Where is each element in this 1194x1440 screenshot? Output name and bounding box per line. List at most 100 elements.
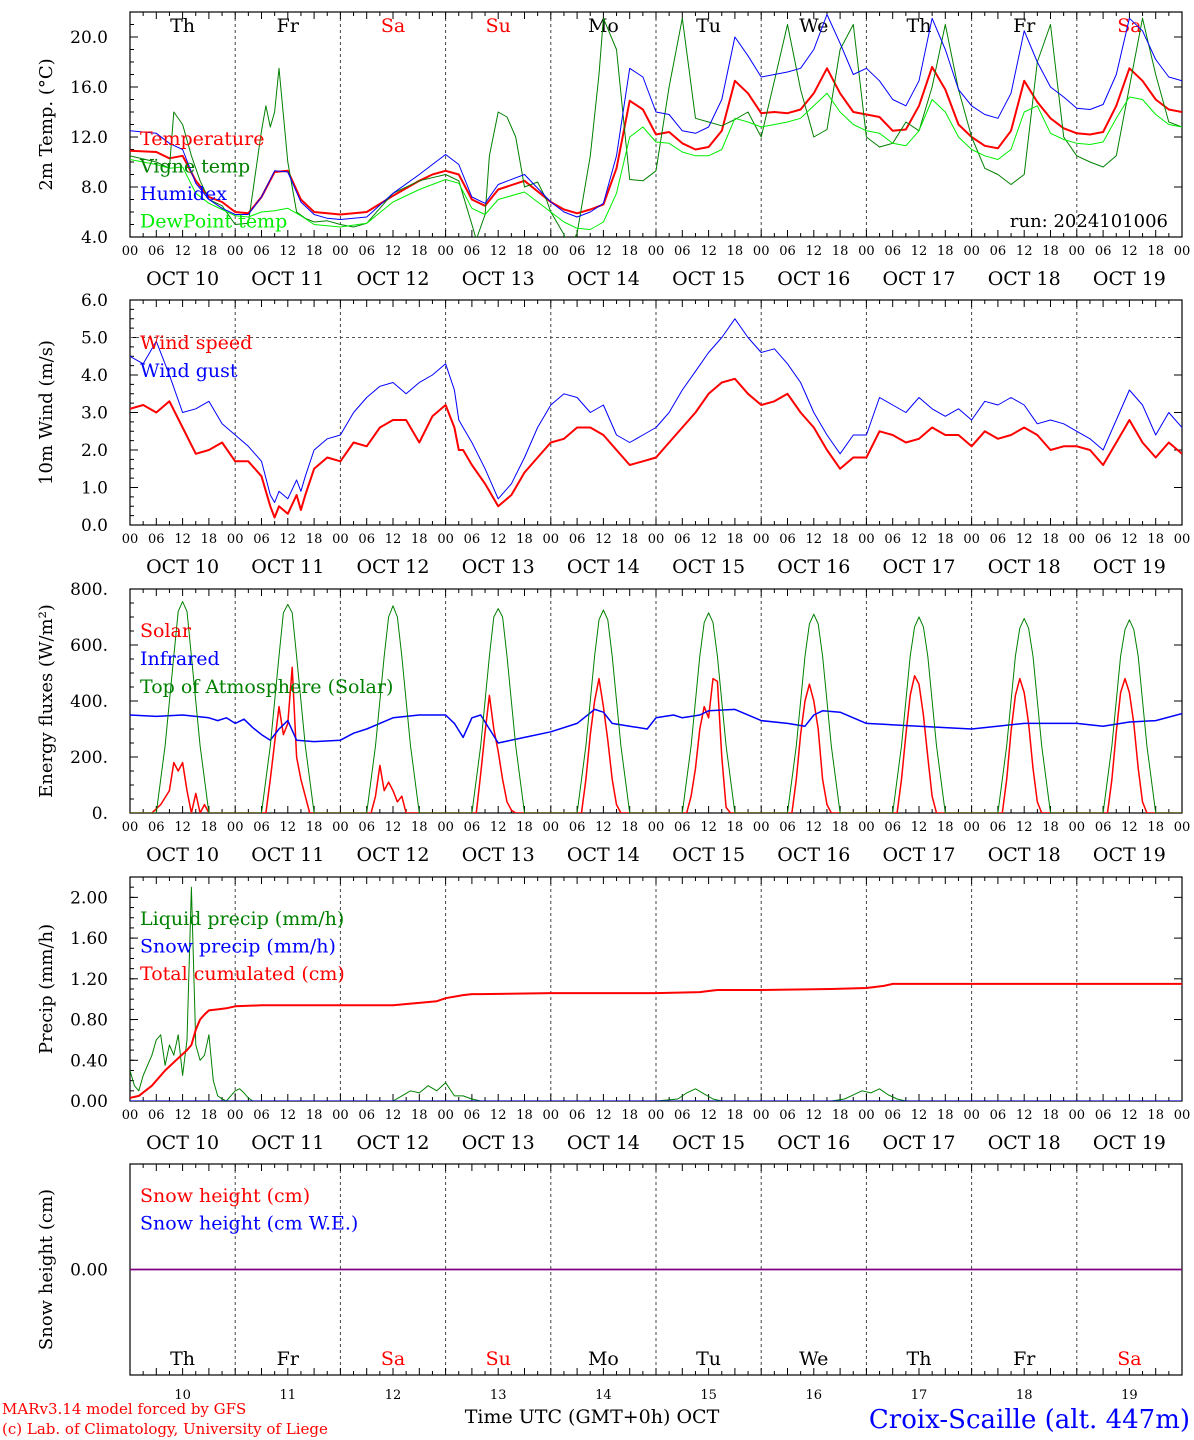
hour-tick-label: 18	[516, 532, 533, 547]
date-label: OCT 18	[988, 1132, 1061, 1154]
date-label: OCT 17	[882, 844, 955, 866]
plot-frame	[129, 588, 1183, 814]
date-label: OCT 14	[567, 268, 640, 290]
hour-tick-label: 00	[1174, 244, 1191, 259]
hour-tick-label: 00	[858, 532, 875, 547]
date-label: OCT 13	[462, 556, 535, 578]
hour-tick-label: 06	[884, 820, 901, 835]
station-name: Croix-Scaille (alt. 447m)	[869, 1405, 1190, 1435]
hour-tick-label: 06	[990, 244, 1007, 259]
hour-tick-label: 06	[148, 244, 165, 259]
date-label: OCT 11	[251, 844, 324, 866]
hour-tick-label: 00	[227, 820, 244, 835]
date-label: OCT 14	[567, 1132, 640, 1154]
hour-tick-label: 06	[253, 1108, 270, 1123]
date-label: OCT 10	[146, 1132, 219, 1154]
hour-tick-label: 06	[358, 820, 375, 835]
hour-tick-label: 00	[1174, 532, 1191, 547]
hour-tick-label: 12	[911, 820, 928, 835]
hour-tick-label: 06	[148, 532, 165, 547]
y-axis-label: 2m Temp. (°C)	[36, 58, 57, 190]
hour-tick-label: 00	[122, 532, 139, 547]
date-label: OCT 15	[672, 556, 745, 578]
day-number-label: 14	[595, 1388, 612, 1403]
hour-tick-label: 12	[1121, 820, 1138, 835]
date-label: OCT 11	[251, 1132, 324, 1154]
y-tick-label: 6.0	[81, 291, 108, 311]
hour-tick-label: 06	[253, 244, 270, 259]
date-label: OCT 17	[882, 1132, 955, 1154]
hour-tick-label: 12	[385, 1108, 402, 1123]
weekday-label: We	[799, 15, 828, 37]
hour-tick-label: 18	[306, 1108, 323, 1123]
hour-tick-label: 06	[1095, 532, 1112, 547]
hour-tick-label: 12	[1016, 1108, 1033, 1123]
weekday-label: Tu	[696, 1348, 721, 1370]
date-label: OCT 12	[356, 844, 429, 866]
hour-tick-label: 18	[727, 820, 744, 835]
hour-tick-label: 18	[727, 1108, 744, 1123]
hour-tick-label: 00	[122, 820, 139, 835]
y-tick-label: 0.00	[70, 1261, 108, 1281]
hour-tick-label: 18	[201, 1108, 218, 1123]
series-line-3	[130, 14, 1182, 220]
date-label: OCT 18	[988, 844, 1061, 866]
hour-tick-label: 12	[806, 532, 823, 547]
plot-frame	[129, 299, 1183, 526]
hour-tick-label: 00	[963, 532, 980, 547]
hour-tick-label: 06	[253, 532, 270, 547]
date-label: OCT 12	[356, 556, 429, 578]
hour-tick-label: 06	[358, 244, 375, 259]
hour-tick-label: 00	[227, 1108, 244, 1123]
hour-tick-label: 00	[543, 532, 560, 547]
y-tick-label: 2.00	[70, 888, 108, 908]
hour-tick-label: 12	[490, 820, 507, 835]
hour-tick-label: 12	[911, 1108, 928, 1123]
hour-tick-label: 18	[937, 820, 954, 835]
hour-tick-label: 06	[253, 820, 270, 835]
hour-tick-label: 18	[201, 532, 218, 547]
hour-tick-label: 06	[569, 1108, 586, 1123]
y-tick-label: 3.0	[81, 404, 108, 424]
date-label: OCT 18	[988, 268, 1061, 290]
series-line-1	[130, 666, 1182, 813]
weekday-label: We	[799, 1348, 828, 1370]
hour-tick-label: 06	[148, 820, 165, 835]
hour-tick-label: 18	[832, 820, 849, 835]
legend-entry: Snow height (cm)	[140, 1185, 310, 1207]
date-label: OCT 19	[1093, 556, 1166, 578]
hour-tick-label: 12	[490, 1108, 507, 1123]
hour-tick-label: 00	[963, 1108, 980, 1123]
legend-entry: Total cumulated (cm)	[140, 963, 345, 985]
hour-tick-label: 06	[779, 244, 796, 259]
hour-tick-label: 00	[753, 1108, 770, 1123]
series-group	[130, 886, 1182, 1101]
date-label: OCT 17	[882, 268, 955, 290]
hour-tick-label: 00	[332, 244, 349, 259]
hour-tick-label: 00	[648, 820, 665, 835]
x-axis-title: Time UTC (GMT+0h) OCT	[465, 1406, 720, 1428]
hour-tick-label: 18	[306, 532, 323, 547]
hour-tick-label: 18	[306, 820, 323, 835]
hour-tick-label: 00	[437, 1108, 454, 1123]
day-number-label: 15	[700, 1388, 717, 1403]
hour-tick-label: 18	[411, 820, 428, 835]
date-label: OCT 16	[777, 556, 850, 578]
chart-panel-3: 0. 200. 400. 600. 800. Energy fluxes (W/m²) So…	[36, 580, 1190, 866]
weekday-label: Sa	[381, 1348, 405, 1370]
chart-panel-5: 0.00 Snow height (cm) Th Fr Sa Su Mo Tu We Th Fr Sa…	[36, 1163, 1183, 1403]
hour-tick-label: 12	[1016, 244, 1033, 259]
legend-entry: Solar	[140, 620, 192, 642]
date-label: OCT 10	[146, 556, 219, 578]
y-tick-label: 12.0	[70, 128, 108, 148]
hour-tick-label: 00	[963, 820, 980, 835]
date-label: OCT 13	[462, 1132, 535, 1154]
y-tick-label: 8.0	[81, 178, 108, 198]
hour-tick-label: 18	[1147, 244, 1164, 259]
hour-tick-label: 00	[122, 1108, 139, 1123]
hour-tick-label: 18	[621, 1108, 638, 1123]
hour-tick-label: 00	[858, 820, 875, 835]
date-label: OCT 16	[777, 268, 850, 290]
hour-tick-label: 00	[1174, 820, 1191, 835]
series-line-3	[130, 982, 1182, 1099]
